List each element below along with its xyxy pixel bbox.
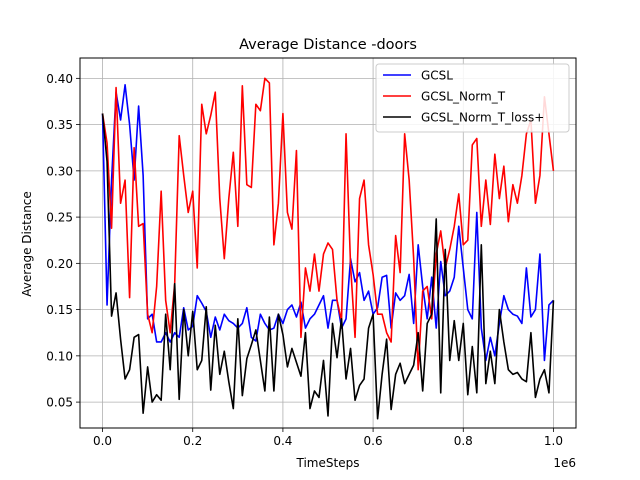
y-tick-label: 0.20	[46, 257, 73, 271]
legend-box	[375, 63, 570, 133]
y-tick-label: 0.05	[46, 396, 73, 410]
x-tick-label: 0.4	[273, 434, 292, 448]
y-tick-label: 0.10	[46, 349, 73, 363]
series-line-gcsl-norm-t	[101, 77, 555, 371]
x-axis-ticks: 0.0 0.2 0.4 0.6 0.8 1.0	[93, 428, 563, 448]
x-tick-label: 1.0	[544, 434, 563, 448]
y-tick-label: 0.30	[46, 164, 73, 178]
x-tick-label: 0.2	[183, 434, 202, 448]
chart-title: Average Distance -doors	[239, 37, 417, 53]
plot-area	[101, 77, 555, 420]
x-tick-label: 0.8	[454, 434, 473, 448]
legend: GCSL GCSL_Norm_T GCSL_Norm_T_loss+	[375, 63, 570, 133]
x-axis-label: TimeSteps	[296, 456, 360, 470]
legend-label: GCSL	[421, 69, 453, 83]
legend-label: GCSL_Norm_T_loss+	[421, 111, 544, 125]
axes-frame	[79, 57, 577, 429]
y-tick-label: 0.25	[46, 211, 73, 225]
y-tick-label: 0.40	[46, 72, 73, 86]
y-tick-label: 0.35	[46, 118, 73, 132]
x-tick-label: 0.0	[93, 434, 112, 448]
y-tick-label: 0.15	[46, 303, 73, 317]
y-axis-ticks: 0.05 0.10 0.15 0.20 0.25 0.30 0.35 0.40	[46, 72, 80, 410]
y-axis-label: Average Distance	[20, 191, 34, 297]
x-tick-label: 0.6	[364, 434, 383, 448]
legend-label: GCSL_Norm_T	[421, 90, 506, 104]
series-line-gcsl	[101, 84, 555, 362]
series-line-gcsl-norm-t-loss	[101, 113, 555, 420]
x-axis-offset-text: 1e6	[553, 456, 576, 470]
